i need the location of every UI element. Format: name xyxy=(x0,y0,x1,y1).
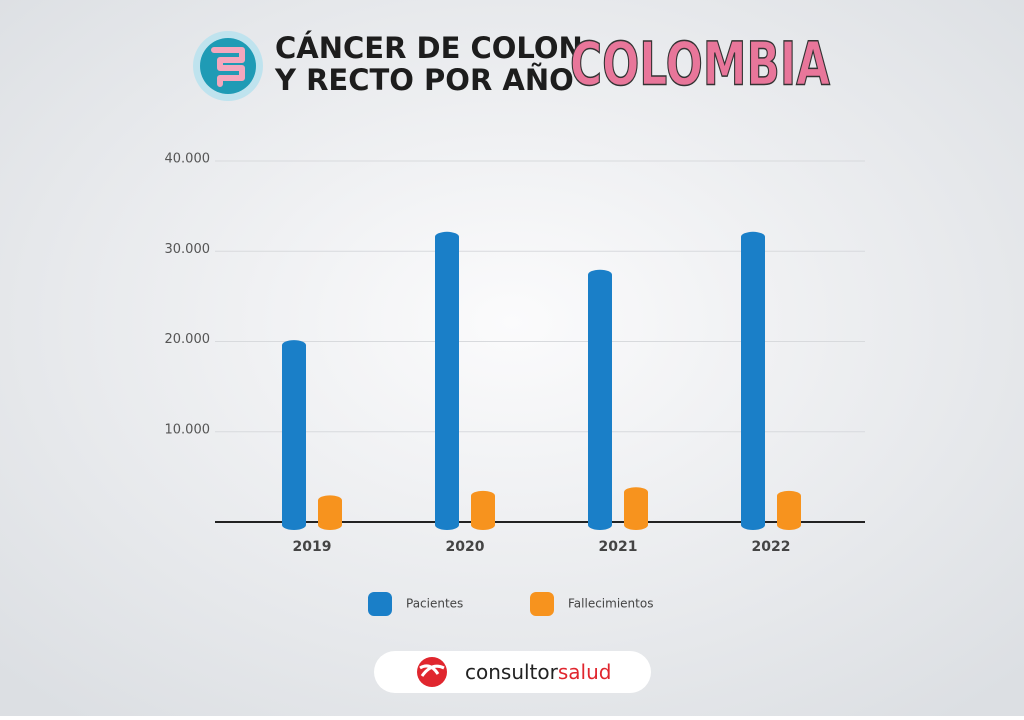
brand-pill: consultorsalud xyxy=(374,651,651,693)
y-tick-label: 10.000 xyxy=(165,422,211,437)
bar xyxy=(588,269,612,530)
bar xyxy=(435,231,459,530)
legend-item: Fallecimientos xyxy=(530,592,653,616)
title-line: Y RECTO POR AÑO xyxy=(274,63,574,97)
y-tick-label: 20.000 xyxy=(165,332,211,347)
x-tick-label: 2020 xyxy=(446,539,485,555)
title-line: CÁNCER DE COLON xyxy=(275,31,583,65)
legend-label: Fallecimientos xyxy=(568,597,653,611)
title-highlight: COLOMBIA xyxy=(570,30,830,100)
y-tick-label: 40.000 xyxy=(165,152,211,167)
bar xyxy=(741,231,765,530)
legend-swatch xyxy=(530,592,554,616)
legend-item: Pacientes xyxy=(368,592,463,616)
bar xyxy=(282,340,306,530)
title-icon xyxy=(193,31,263,101)
bar xyxy=(624,487,648,530)
brand-part: consultor xyxy=(465,660,559,684)
brand-part: salud xyxy=(558,660,612,684)
legend-label: Pacientes xyxy=(406,597,463,611)
bar xyxy=(777,490,801,530)
y-tick-label: 30.000 xyxy=(165,242,211,257)
legend-swatch xyxy=(368,592,392,616)
bar xyxy=(318,495,342,530)
x-tick-label: 2021 xyxy=(599,539,638,555)
x-tick-label: 2019 xyxy=(293,539,332,555)
x-tick-label: 2022 xyxy=(752,539,791,555)
brand-text: consultorsalud xyxy=(465,660,611,684)
bar xyxy=(471,490,495,530)
